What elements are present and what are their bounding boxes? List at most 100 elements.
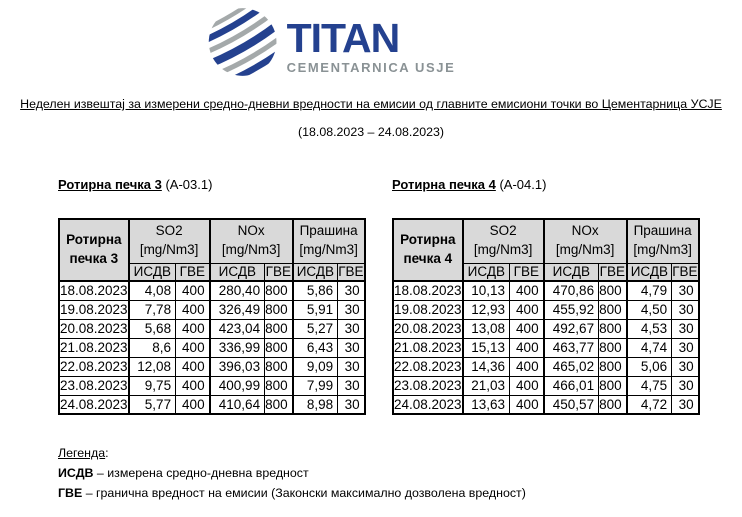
value-cell: 280,40	[208, 280, 266, 301]
value-cell: 800	[264, 318, 294, 339]
value-cell: 4,08	[127, 280, 177, 301]
report-title: Неделен извештај за измерени средно-днев…	[20, 97, 722, 111]
date-cell: 18.08.2023	[58, 280, 130, 301]
value-cell: 400	[175, 375, 211, 396]
value-cell: 492,67	[542, 318, 600, 339]
value-cell: 400	[175, 356, 211, 377]
kiln3-table: Ротирна печка 3 SO2 [mg/Nm3] NOx [mg/Nm3…	[58, 218, 366, 415]
value-cell: 14,36	[461, 356, 511, 377]
kiln4-dust-gve-header: ГВЕ	[671, 262, 700, 282]
kiln4-caption-code: (А-04.1)	[495, 177, 547, 192]
value-cell: 466,01	[542, 375, 600, 396]
date-cell: 22.08.2023	[392, 356, 464, 377]
kiln3-so2-gve-header: ГВЕ	[175, 262, 211, 282]
value-cell: 400	[509, 356, 545, 377]
kiln4-nox-header: NOx [mg/Nm3]	[542, 218, 628, 264]
brand-wordmark: TITAN	[286, 14, 401, 61]
value-cell: 30	[337, 356, 366, 377]
kiln3-corner-header: Ротирна печка 3	[58, 218, 130, 282]
value-cell: 400	[175, 394, 211, 415]
value-cell: 30	[337, 375, 366, 396]
table-row: 19.08.2023 7,78 400 326,49 800 5,91 30	[58, 299, 366, 320]
kiln3-so2-isdv-header: ИСДВ	[127, 262, 177, 282]
value-cell: 30	[337, 394, 366, 415]
value-cell: 15,13	[461, 337, 511, 358]
legend-term-isdv: ИСДВ	[58, 466, 94, 480]
table-row: 21.08.2023 15,13 400 463,77 800 4,74 30	[392, 337, 700, 358]
globe-icon	[206, 6, 279, 78]
legend: Легенда: ИСДВ – измерена средно-дневна в…	[58, 443, 526, 503]
table-row: 22.08.2023 14,36 400 465,02 800 5,06 30	[392, 356, 700, 377]
value-cell: 5,06	[625, 356, 673, 377]
value-cell: 400	[509, 375, 545, 396]
value-cell: 450,57	[542, 394, 600, 415]
kiln4-caption: Ротирна печка 4 (А-04.1)	[392, 177, 546, 192]
date-cell: 19.08.2023	[58, 299, 130, 320]
value-cell: 30	[337, 318, 366, 339]
value-cell: 30	[671, 318, 700, 339]
value-cell: 8,98	[291, 394, 339, 415]
value-cell: 4,74	[625, 337, 673, 358]
value-cell: 9,75	[127, 375, 177, 396]
value-cell: 800	[598, 299, 628, 320]
value-cell: 800	[264, 280, 294, 301]
table-row: 18.08.2023 10,13 400 470,86 800 4,79 30	[392, 280, 700, 301]
table-row: 20.08.2023 13,08 400 492,67 800 4,53 30	[392, 318, 700, 339]
legend-item-gve: ГВЕ – гранична вредност на емисии (Закон…	[58, 483, 526, 503]
value-cell: 455,92	[542, 299, 600, 320]
value-cell: 800	[264, 375, 294, 396]
table-row: 20.08.2023 5,68 400 423,04 800 5,27 30	[58, 318, 366, 339]
value-cell: 9,09	[291, 356, 339, 377]
value-cell: 465,02	[542, 356, 600, 377]
kiln4-caption-title: Ротирна печка 4	[392, 177, 496, 192]
value-cell: 336,99	[208, 337, 266, 358]
value-cell: 4,50	[625, 299, 673, 320]
value-cell: 800	[598, 337, 628, 358]
date-cell: 20.08.2023	[392, 318, 464, 339]
value-cell: 5,27	[291, 318, 339, 339]
kiln4-corner-header: Ротирна печка 4	[392, 218, 464, 282]
kiln3-nox-isdv-header: ИСДВ	[208, 262, 266, 282]
date-cell: 21.08.2023	[392, 337, 464, 358]
value-cell: 5,91	[291, 299, 339, 320]
value-cell: 13,08	[461, 318, 511, 339]
value-cell: 12,08	[127, 356, 177, 377]
value-cell: 8,6	[127, 337, 177, 358]
value-cell: 800	[598, 280, 628, 301]
table-row: 24.08.2023 13,63 400 450,57 800 4,72 30	[392, 394, 700, 415]
value-cell: 400	[175, 337, 211, 358]
value-cell: 463,77	[542, 337, 600, 358]
legend-heading: Легенда:	[58, 443, 526, 463]
value-cell: 400	[175, 280, 211, 301]
date-cell: 18.08.2023	[392, 280, 464, 301]
table-row: 24.08.2023 5,77 400 410,64 800 8,98 30	[58, 394, 366, 415]
value-cell: 800	[264, 299, 294, 320]
value-cell: 400,99	[208, 375, 266, 396]
value-cell: 4,72	[625, 394, 673, 415]
value-cell: 12,93	[461, 299, 511, 320]
legend-text-gve: – гранична вредност на емисии (Законски …	[82, 486, 526, 500]
kiln3-dust-header: Прашина [mg/Nm3]	[291, 218, 366, 264]
value-cell: 400	[509, 318, 545, 339]
value-cell: 470,86	[542, 280, 600, 301]
value-cell: 400	[509, 299, 545, 320]
value-cell: 30	[671, 375, 700, 396]
date-cell: 24.08.2023	[392, 394, 464, 415]
value-cell: 30	[337, 280, 366, 301]
value-cell: 800	[598, 394, 628, 415]
kiln4-so2-header: SO2 [mg/Nm3]	[461, 218, 545, 264]
table-row: 22.08.2023 12,08 400 396,03 800 9,09 30	[58, 356, 366, 377]
kiln4-dust-isdv-header: ИСДВ	[625, 262, 673, 282]
value-cell: 30	[671, 337, 700, 358]
value-cell: 410,64	[208, 394, 266, 415]
legend-heading-colon: :	[105, 446, 109, 460]
date-cell: 22.08.2023	[58, 356, 130, 377]
brand-block: TITAN CEMENTARNICA USJE	[286, 9, 456, 75]
value-cell: 423,04	[208, 318, 266, 339]
value-cell: 10,13	[461, 280, 511, 301]
kiln3-caption-code: (А-03.1)	[161, 177, 213, 192]
value-cell: 30	[671, 356, 700, 377]
kiln3-so2-header: SO2 [mg/Nm3]	[127, 218, 211, 264]
value-cell: 7,99	[291, 375, 339, 396]
